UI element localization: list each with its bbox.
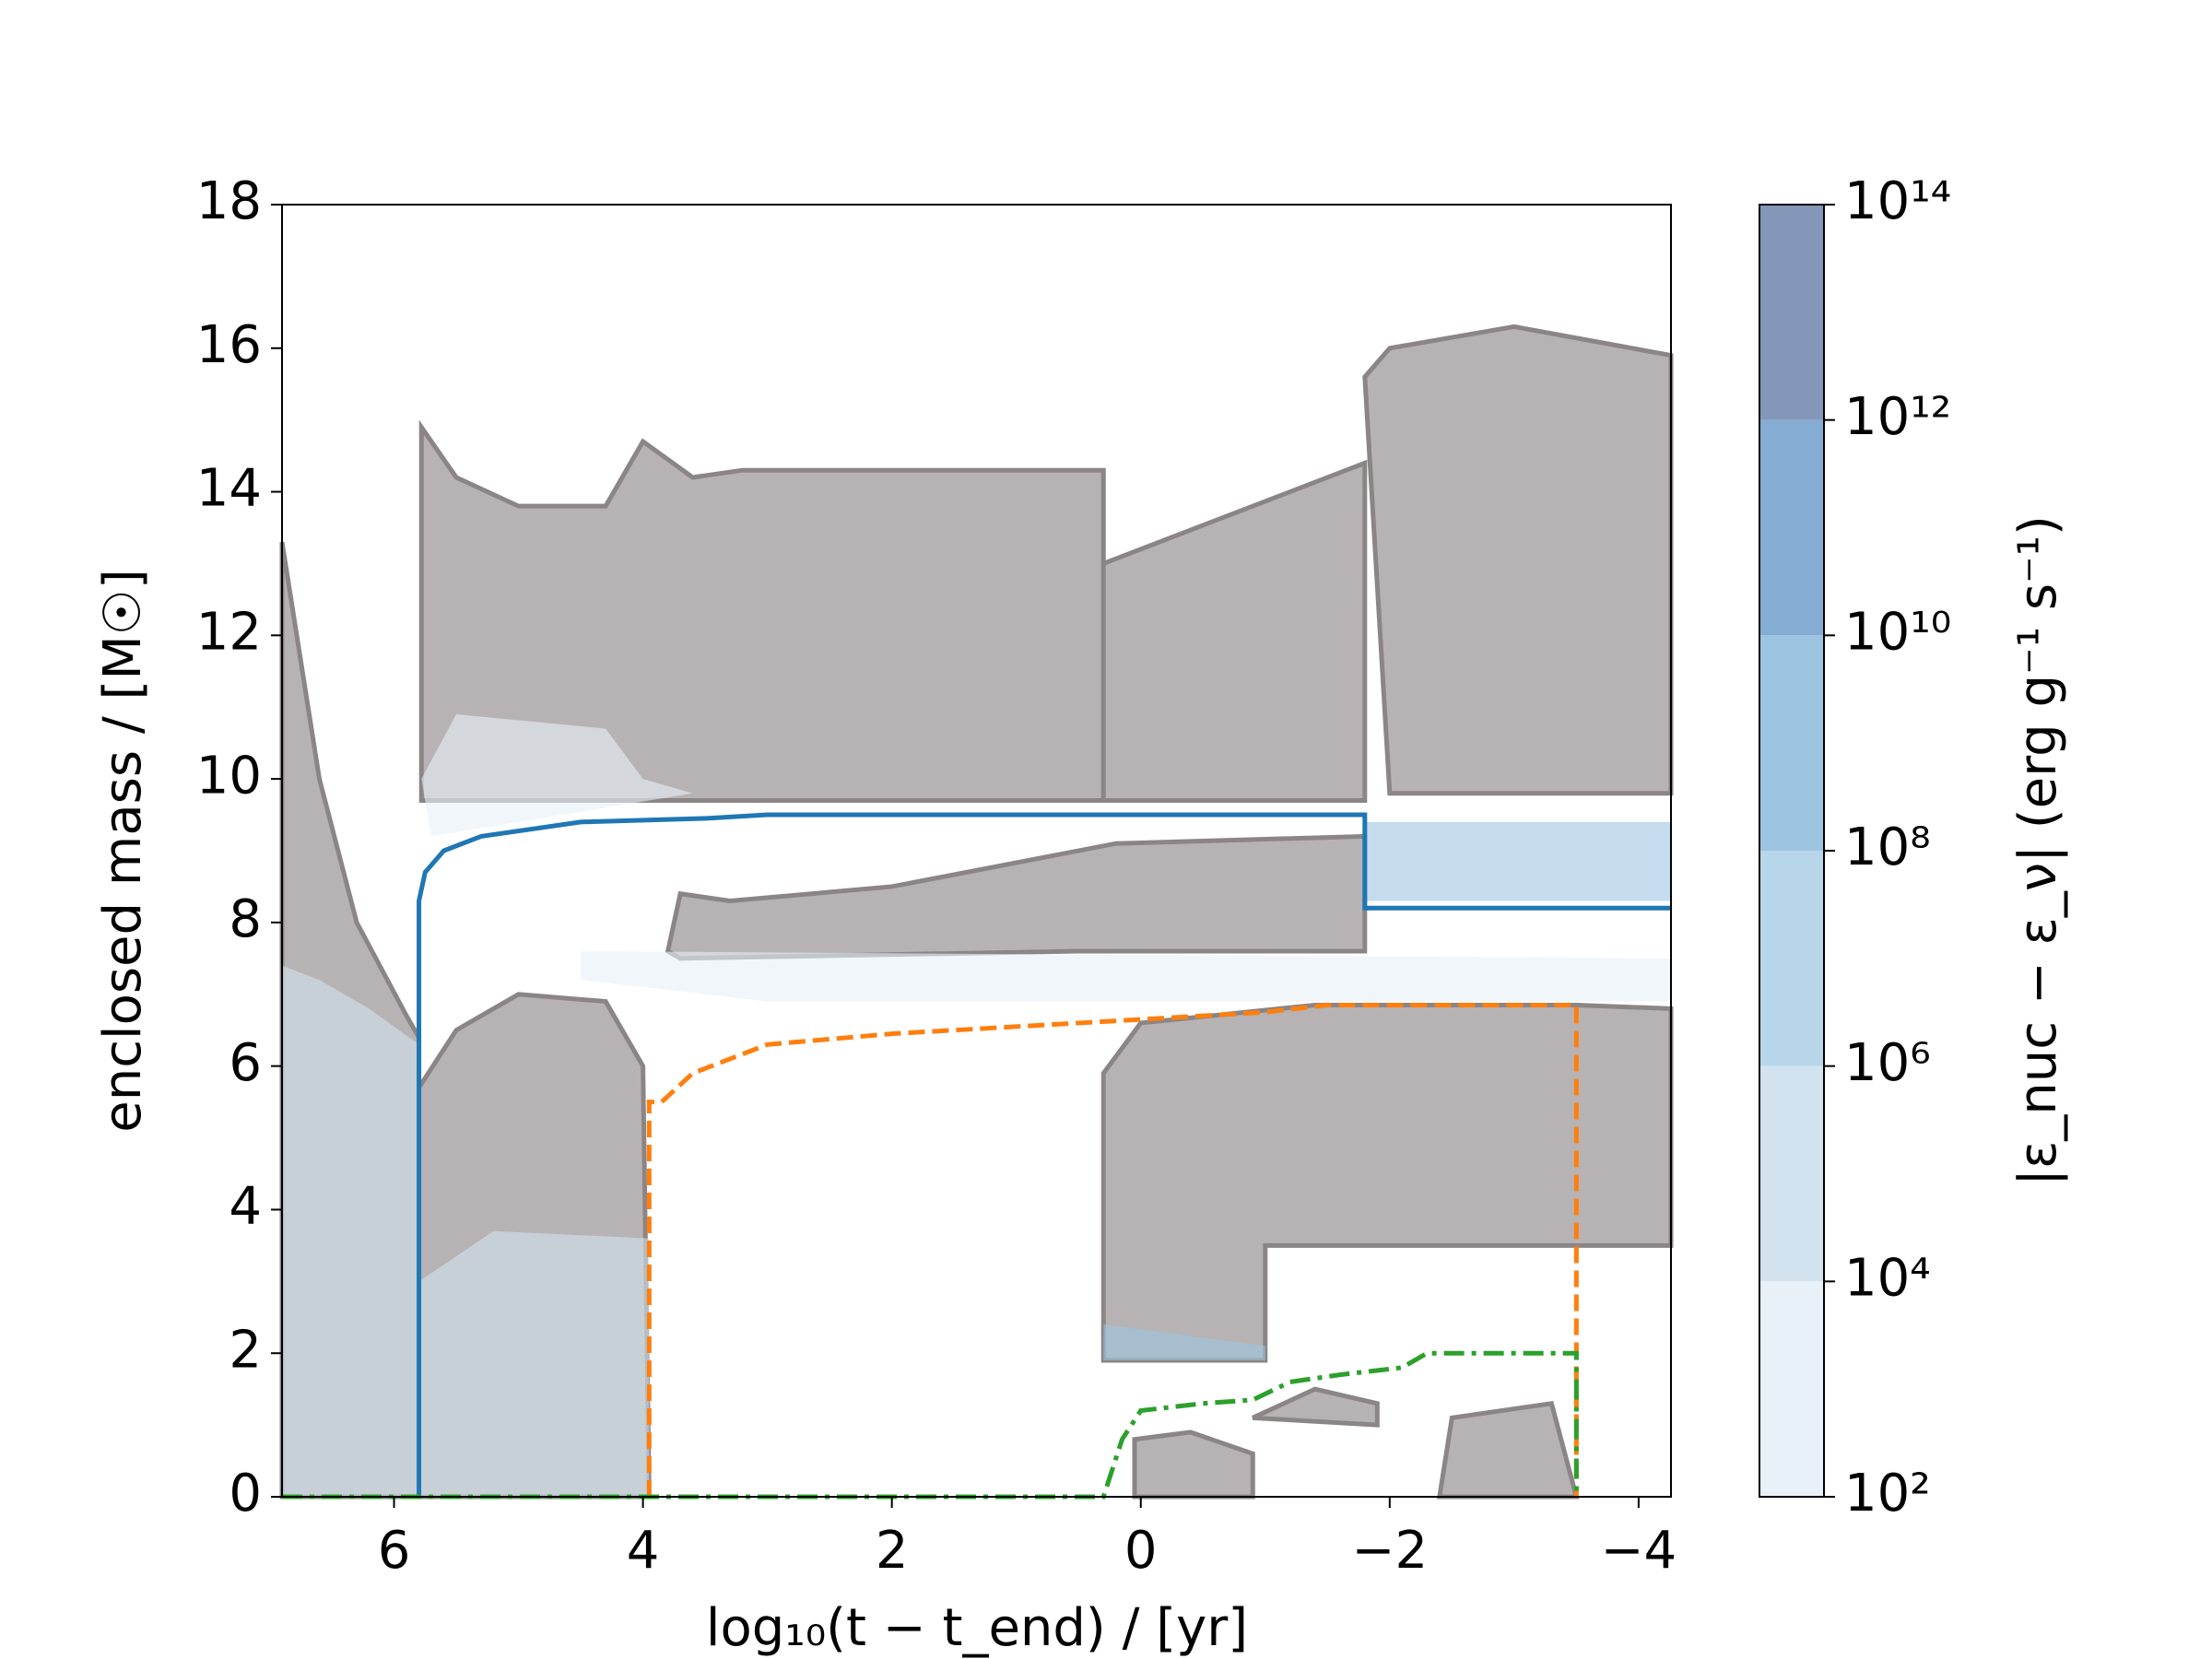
convective-region — [1100, 1002, 1674, 1363]
y-tick-label: 0 — [229, 1464, 262, 1524]
colorbar-tick-label: 10¹² — [1844, 387, 1951, 447]
convective-region — [1252, 1386, 1380, 1428]
burning-region — [581, 951, 1672, 1002]
y-tick-label: 16 — [196, 315, 262, 375]
colorbar-label: |ε_nuc − ε_ν| (erg g⁻¹ s⁻¹) — [2008, 515, 2068, 1186]
core-boundary-line — [282, 1350, 1579, 1500]
colorbar-level — [1759, 205, 1824, 420]
y-tick-label: 2 — [229, 1320, 262, 1380]
colorbar-tick-label: 10⁸ — [1844, 818, 1931, 877]
colorbar-tick-label: 10¹⁰ — [1844, 602, 1951, 662]
y-tick-label: 10 — [196, 746, 262, 806]
convective-region — [1436, 1400, 1580, 1500]
x-axis-label: log₁₀(t − t_end) / [yr] — [706, 1598, 1248, 1658]
burning-region — [282, 965, 419, 1497]
colorbar-tick-label: 10¹⁴ — [1844, 171, 1951, 231]
x-tick-label: −2 — [1352, 1521, 1429, 1581]
convective-region — [665, 833, 1368, 961]
y-tick-label: 18 — [196, 171, 262, 231]
colorbar-level — [1759, 1281, 1824, 1497]
y-tick-label: 4 — [229, 1177, 262, 1237]
burning-region — [1103, 1324, 1265, 1361]
burning-region — [1364, 821, 1671, 901]
x-tick-label: 0 — [1124, 1521, 1158, 1581]
burning-region — [421, 714, 693, 837]
colorbar-tick-label: 10⁶ — [1844, 1033, 1931, 1093]
y-tick-label: 14 — [196, 459, 262, 519]
x-tick-label: 6 — [378, 1521, 411, 1581]
colorbar-tick-label: 10⁴ — [1844, 1248, 1931, 1308]
colorbar-tick-label: 10² — [1844, 1464, 1931, 1524]
y-tick-label: 12 — [196, 602, 262, 662]
convective-region — [1362, 324, 1674, 796]
convective-region — [1100, 459, 1368, 803]
plot-frame — [281, 204, 1672, 1498]
convective-region — [1132, 1430, 1255, 1500]
x-tick-label: −4 — [1601, 1521, 1677, 1581]
colorbar-level — [1759, 851, 1824, 1066]
colorbar-level — [1759, 1065, 1824, 1282]
colorbar-level — [1759, 635, 1824, 851]
y-axis-label: enclosed mass / [M☉] — [93, 569, 153, 1132]
burning-region — [418, 1230, 650, 1497]
core-boundary-line — [417, 812, 1671, 1497]
colorbar-level — [1759, 419, 1824, 636]
x-tick-label: 4 — [627, 1521, 660, 1581]
x-tick-label: 2 — [876, 1521, 909, 1581]
core-boundary-line — [646, 1002, 1579, 1497]
y-tick-label: 6 — [229, 1033, 262, 1093]
y-tick-label: 8 — [229, 889, 262, 949]
